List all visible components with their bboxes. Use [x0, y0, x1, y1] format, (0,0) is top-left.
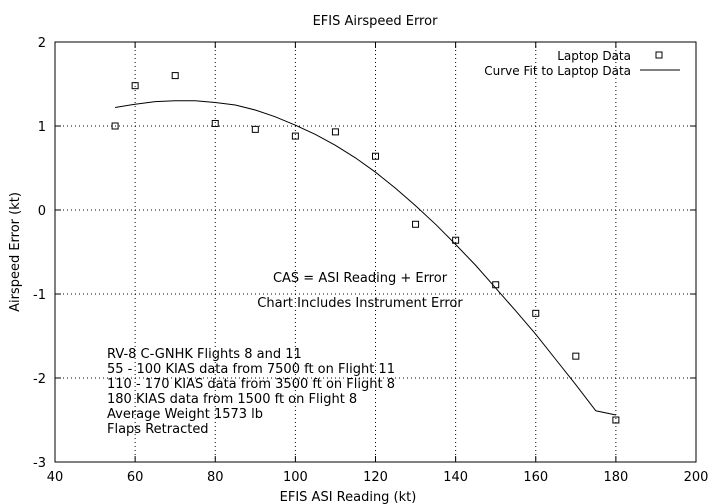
legend-marker-square: [655, 51, 663, 59]
data-point: [171, 72, 179, 80]
x-tick-label: 180: [603, 470, 628, 485]
y-tick-label: 2: [38, 36, 46, 51]
notes-block: RV-8 C-GNHK Flights 8 and 11 55 - 100 KI…: [107, 347, 395, 437]
note-line-3: 110 - 170 KIAS data from 3500 ft on Flig…: [107, 377, 395, 392]
legend-label-laptop-data: Laptop Data: [557, 49, 631, 63]
y-tick-label: 1: [38, 120, 46, 135]
data-point: [372, 152, 379, 160]
y-tick-label: -2: [33, 372, 46, 387]
data-point: [291, 132, 299, 140]
x-tick-label: 140: [443, 470, 468, 485]
x-axis-label: EFIS ASI Reading (kt): [280, 490, 417, 504]
data-point: [452, 236, 460, 244]
note-line-6: Flaps Retracted: [107, 422, 209, 437]
note-line-2: 55 - 100 KIAS data from 7500 ft on Fligh…: [107, 362, 395, 377]
axis-ticks: 40 60 80 100 120 140 160 180 200 -3 -2 -1 0 1 2: [33, 36, 708, 485]
annotation-cas-formula: CAS = ASI Reading + Error: [273, 271, 448, 286]
laptop-data-points: [111, 72, 620, 424]
legend-label-curve-fit: Curve Fit to Laptop Data: [484, 64, 631, 78]
annotation-instrument-error: Chart Includes Instrument Error: [257, 296, 463, 311]
y-axis-label: Airspeed Error (kt): [8, 192, 23, 312]
data-point: [492, 281, 500, 289]
y-tick-label: -1: [33, 288, 46, 303]
x-tick-label: 80: [207, 470, 224, 485]
note-line-1: RV-8 C-GNHK Flights 8 and 11: [107, 347, 302, 362]
chart-title: EFIS Airspeed Error: [313, 14, 439, 29]
data-point: [412, 220, 420, 228]
x-tick-label: 40: [47, 470, 64, 485]
data-point: [211, 119, 219, 127]
y-tick-label: 0: [38, 204, 46, 219]
x-tick-label: 100: [283, 470, 308, 485]
x-tick-label: 160: [523, 470, 548, 485]
data-point: [111, 122, 119, 130]
data-point: [612, 416, 620, 424]
data-point: [251, 125, 259, 133]
data-point: [131, 82, 139, 90]
x-tick-label: 120: [363, 470, 388, 485]
note-line-4: 180 KIAS data from 1500 ft on Flight 8: [107, 392, 357, 407]
grid: [55, 42, 696, 462]
data-point: [532, 309, 540, 317]
legend: Laptop Data Curve Fit to Laptop Data: [484, 49, 680, 78]
note-line-5: Average Weight 1573 lb: [107, 407, 263, 422]
data-point: [331, 128, 339, 136]
y-tick-label: -3: [33, 456, 46, 471]
x-tick-label: 60: [127, 470, 144, 485]
x-tick-label: 200: [684, 470, 709, 485]
data-point: [572, 352, 580, 360]
curve-fit-line: [115, 100, 617, 416]
